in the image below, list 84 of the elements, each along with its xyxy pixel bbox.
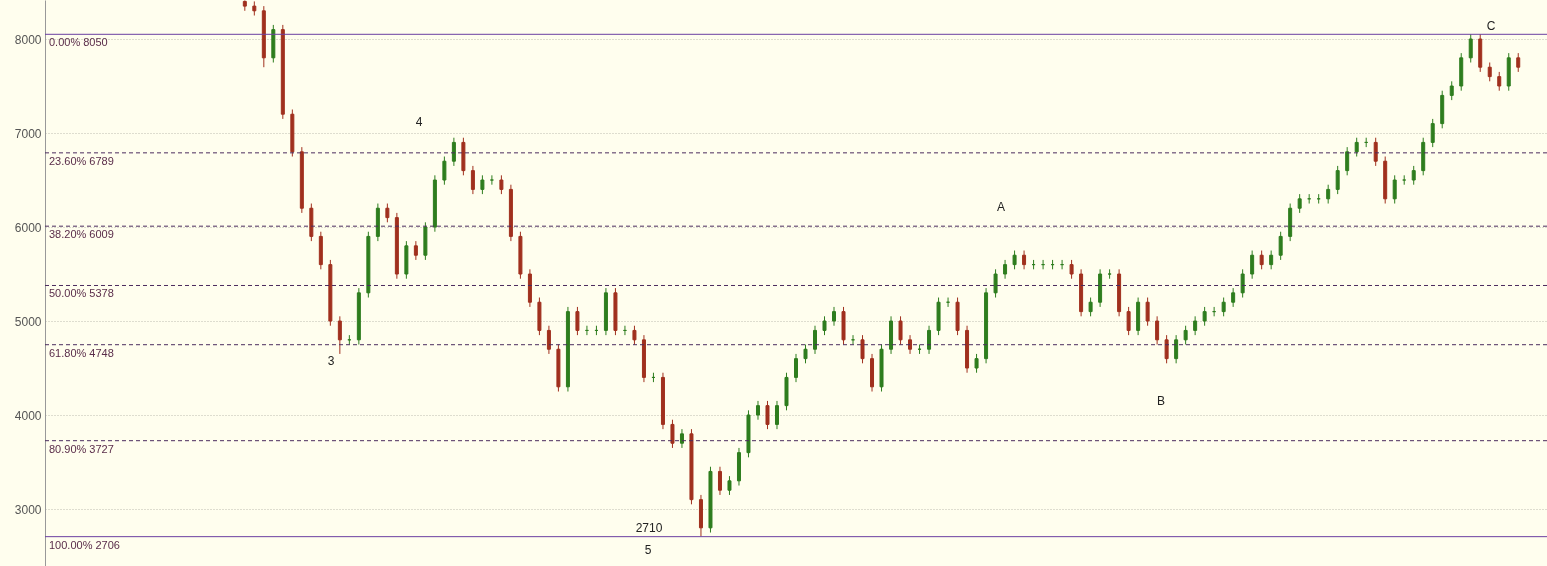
candlestick — [1164, 334, 1169, 364]
candlestick — [451, 137, 456, 167]
candlestick — [1250, 250, 1255, 280]
candlestick — [1335, 165, 1340, 195]
candlestick — [337, 315, 342, 355]
candlestick — [1183, 325, 1188, 346]
candlestick — [1145, 297, 1150, 327]
candlestick — [1278, 231, 1283, 261]
candlestick — [1155, 315, 1160, 346]
candlestick — [679, 428, 684, 449]
candlestick — [717, 466, 722, 496]
annotation: B — [1156, 394, 1166, 408]
annotation: A — [996, 200, 1006, 214]
candlestick — [1373, 137, 1378, 167]
candlestick — [670, 419, 675, 449]
candlestick — [413, 240, 418, 261]
candlestick — [1259, 250, 1264, 270]
candlestick — [974, 353, 979, 374]
y-tick-label: 6000 — [14, 220, 42, 235]
candlestick — [1345, 146, 1350, 176]
candlestick — [1468, 33, 1473, 64]
ref-line-label: 50.00% 5378 — [49, 287, 114, 300]
candlestick — [1297, 193, 1302, 214]
candlestick — [385, 203, 390, 223]
ref-line-label: 38.20% 6009 — [49, 228, 114, 241]
candlestick — [1269, 250, 1274, 270]
candlestick — [1392, 174, 1397, 205]
candlestick — [908, 334, 913, 355]
candlestick — [575, 306, 580, 336]
candlestick — [1221, 297, 1226, 317]
candlestick — [1003, 259, 1008, 280]
y-tick-label: 8000 — [14, 32, 42, 47]
candlestick — [860, 334, 865, 364]
ref-line-label: 80.90% 3727 — [49, 442, 114, 455]
candlestick — [1231, 287, 1236, 308]
annotation: 3 — [327, 354, 335, 368]
ref-line-label: 61.80% 4748 — [49, 346, 114, 359]
candlestick — [442, 156, 447, 186]
y-tick-label: 4000 — [14, 408, 42, 423]
ref-line-label: 100.00% 2706 — [49, 538, 120, 551]
candlestick — [470, 165, 475, 195]
y-tick-label: 5000 — [14, 314, 42, 329]
candlestick — [898, 315, 903, 346]
candlestick — [499, 174, 504, 195]
candlestick — [1126, 306, 1131, 336]
candlestick — [489, 174, 494, 186]
candlestick — [755, 400, 760, 421]
annotation: 2710 — [635, 521, 663, 535]
annotation: 5 — [644, 543, 652, 557]
candlestick — [480, 174, 485, 195]
candlestick — [1174, 334, 1179, 364]
annotation: 4 — [415, 115, 423, 129]
candlestick — [1430, 118, 1435, 148]
ref-line-label: 0.00% 8050 — [49, 36, 108, 49]
candlestick — [1487, 62, 1492, 82]
candlestick — [1193, 315, 1198, 336]
candlestick — [1240, 268, 1245, 299]
candlestick — [993, 268, 998, 299]
candlestick — [1022, 250, 1027, 270]
candlestick — [813, 325, 818, 355]
y-tick-label: 7000 — [14, 126, 42, 141]
ref-line-label: 23.60% 6789 — [49, 154, 114, 167]
candlestick — [632, 325, 637, 346]
candlestick — [1497, 71, 1502, 92]
y-tick-label: 3000 — [14, 502, 42, 517]
annotation: C — [1486, 19, 1496, 33]
candlestick — [727, 475, 732, 496]
candlestick — [774, 400, 779, 430]
candlestick — [1411, 165, 1416, 186]
candlestick — [1069, 259, 1074, 280]
candlestick — [1516, 52, 1521, 73]
candlestick — [1088, 297, 1093, 317]
candlestick — [1326, 184, 1331, 205]
candlestick — [1202, 306, 1207, 327]
candlestick — [765, 400, 770, 430]
candlestick — [1354, 137, 1359, 158]
candlestick — [1449, 80, 1454, 101]
candlestick — [794, 353, 798, 383]
candlestick — [546, 325, 551, 355]
candlestick — [1012, 250, 1017, 270]
candlestick — [822, 315, 827, 336]
candlestick — [803, 344, 808, 364]
candlestick — [927, 325, 932, 355]
candlestick — [832, 306, 837, 327]
